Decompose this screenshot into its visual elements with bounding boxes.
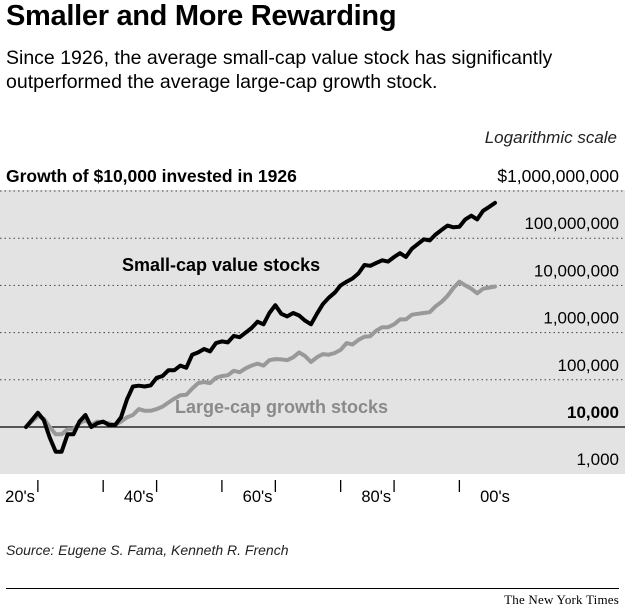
x-tick-label: 40's <box>124 488 154 506</box>
x-tick-label: 60's <box>243 488 273 506</box>
large-cap-annotation: Large-cap growth stocks <box>175 397 388 417</box>
y-tick-label: 100,000,000 <box>524 214 619 233</box>
series-annotations: Small-cap value stocks Large-cap growth s… <box>122 255 388 417</box>
y-tick-label-top: $1,000,000,000 <box>497 166 619 186</box>
small-cap-value-line <box>24 200 497 454</box>
x-axis: 20's 40's 60's 80's 00's <box>5 480 510 506</box>
y-tick-label: 10,000,000 <box>534 261 619 280</box>
chart-subtitle: Since 1926, the average small-cap value … <box>6 47 553 93</box>
series-lines <box>24 200 497 454</box>
small-cap-annotation: Small-cap value stocks <box>122 255 320 275</box>
y-tick-label: 1,000 <box>576 450 619 469</box>
y-tick-label: 1,000,000 <box>543 309 619 328</box>
scale-note: Logarithmic scale <box>484 128 617 147</box>
y-tick-label: 100,000 <box>558 356 619 375</box>
y-tick-label: 10,000 <box>567 403 619 422</box>
growth-label: Growth of $10,000 invested in 1926 <box>6 166 297 186</box>
x-tick-label: 00's <box>480 488 510 506</box>
x-tick-label: 20's <box>5 488 35 506</box>
y-axis-labels: 100,000,000 10,000,000 1,000,000 100,000 10,… <box>524 214 619 469</box>
footer-divider <box>6 588 619 589</box>
publisher-credit: The New York Times <box>504 592 619 607</box>
chart-title: Smaller and More Rewarding <box>6 0 397 32</box>
source-note: Source: Eugene S. Fama, Kenneth R. Frenc… <box>6 542 289 558</box>
x-tick-label: 80's <box>361 488 391 506</box>
gridlines <box>0 190 625 428</box>
